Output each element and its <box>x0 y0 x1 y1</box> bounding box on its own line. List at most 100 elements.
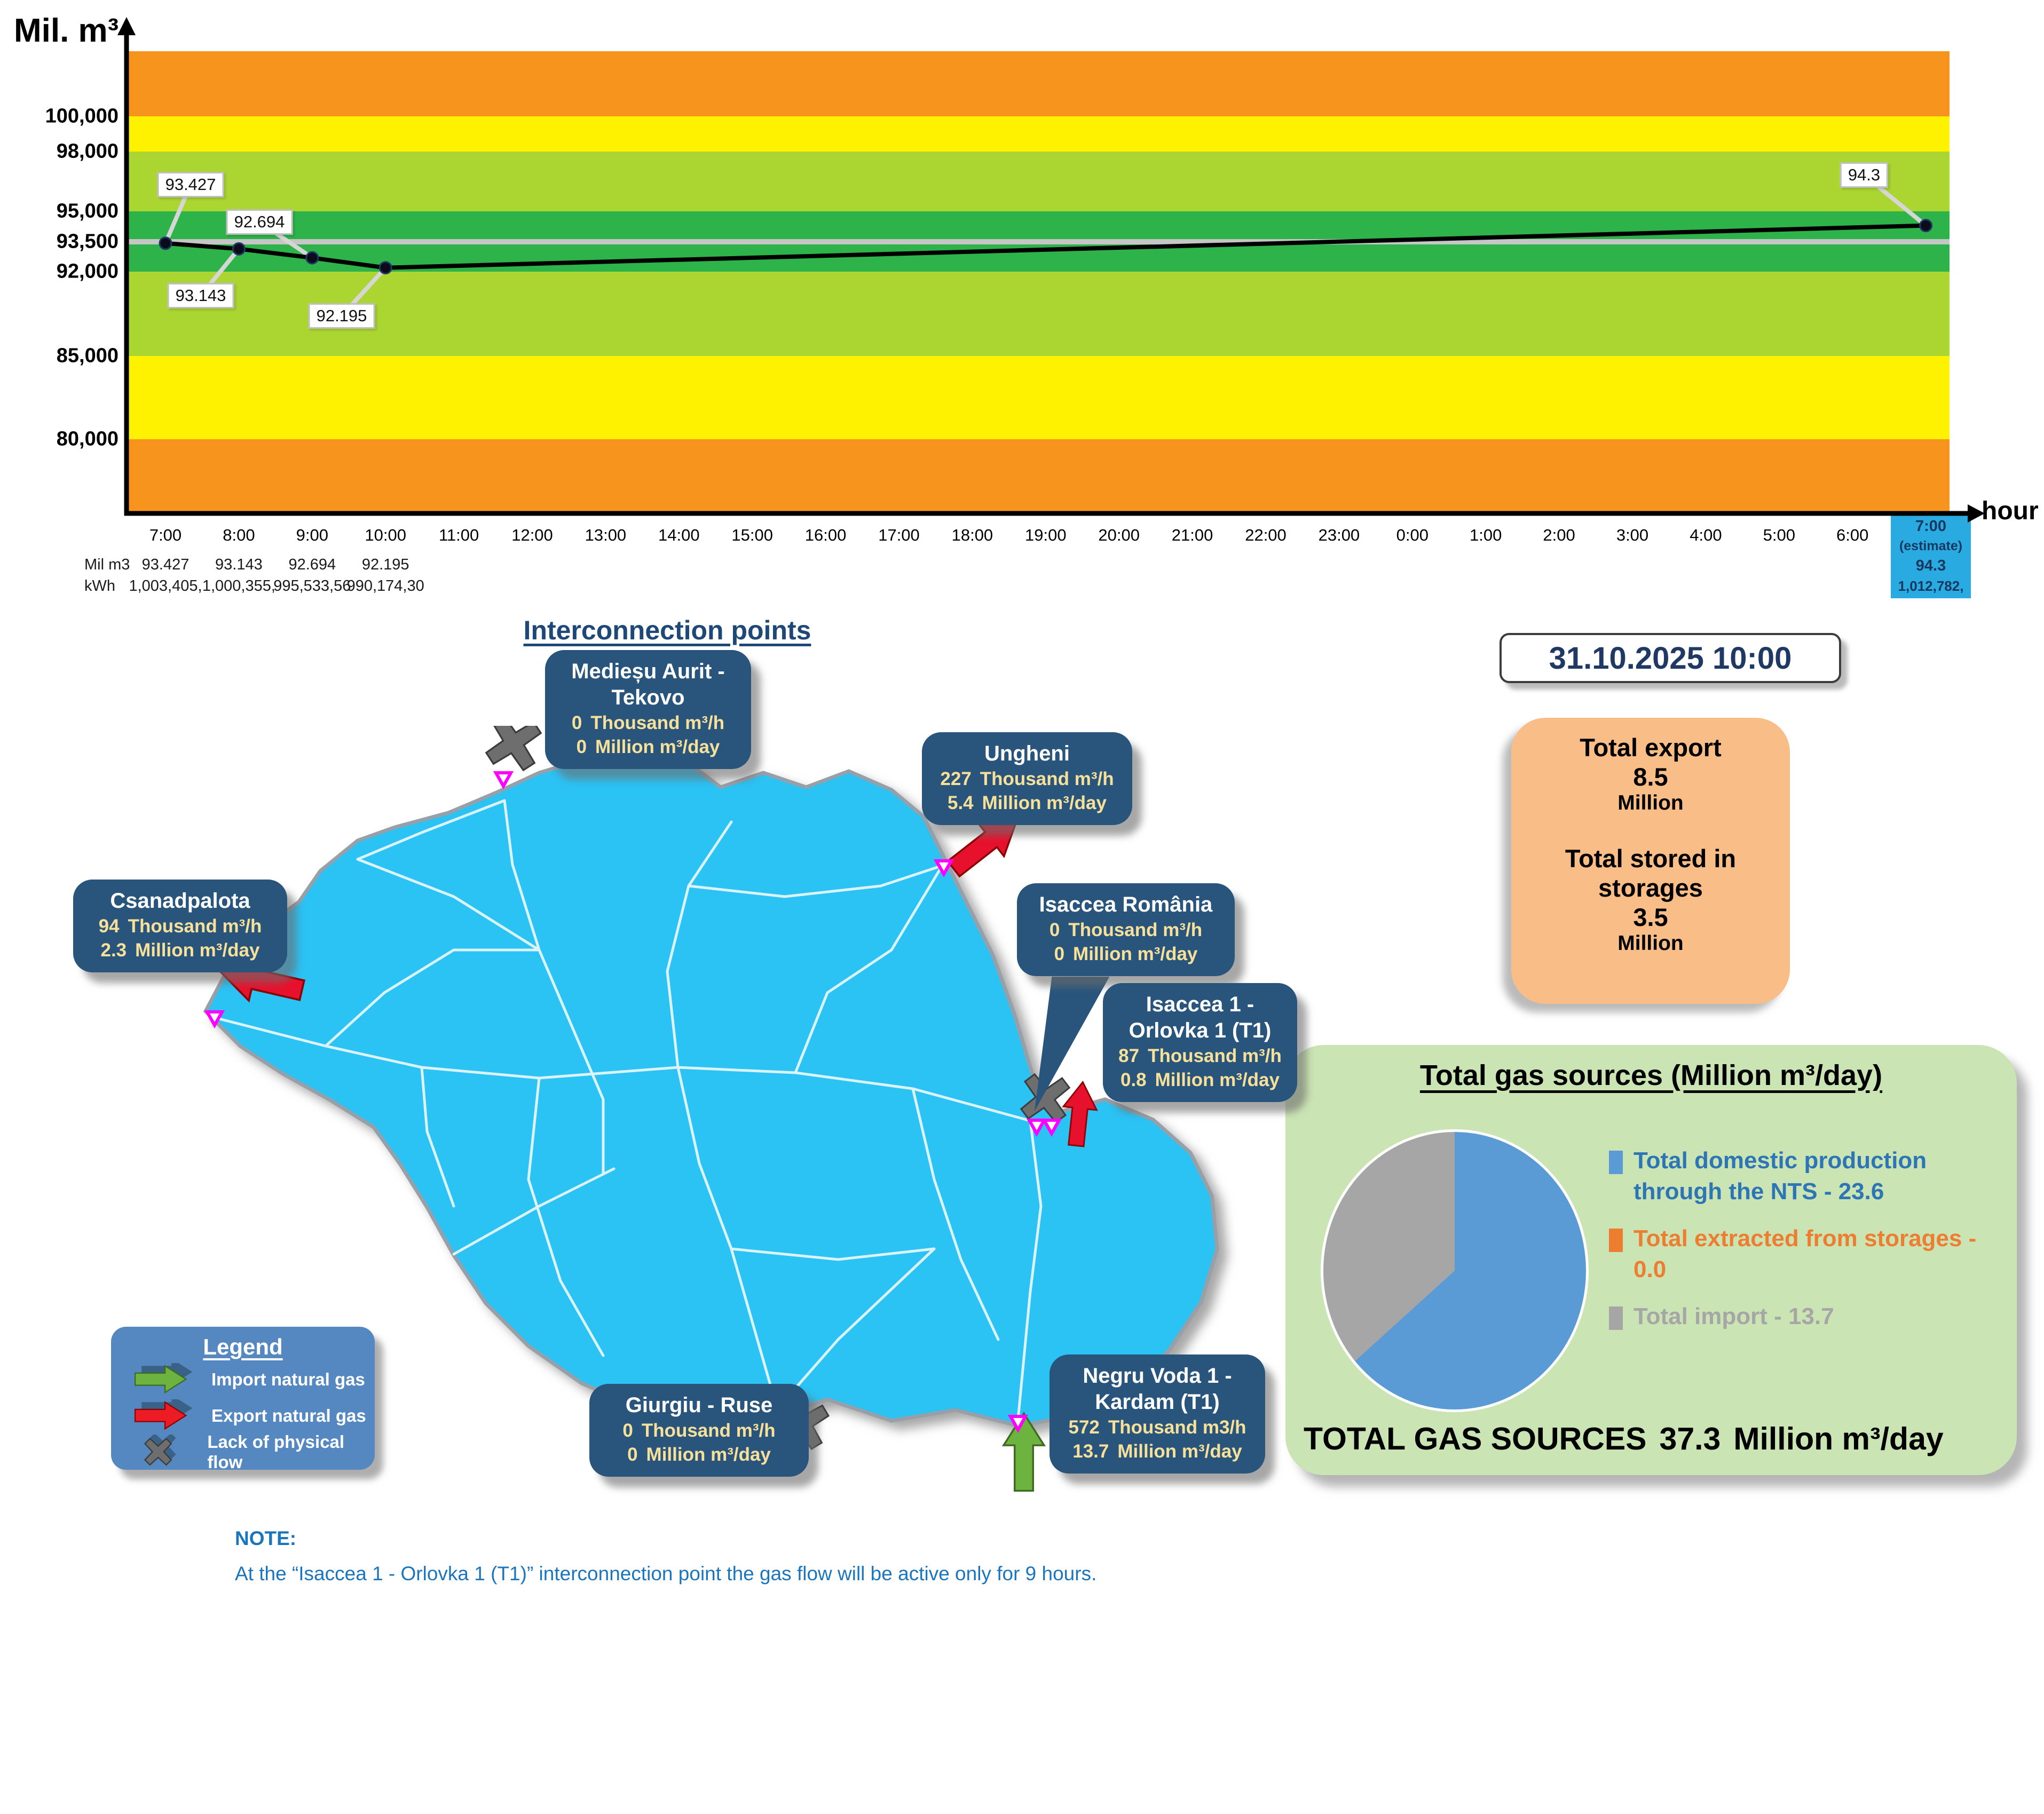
estimate-hour: 7:00 <box>1915 518 1947 535</box>
x-axis-tick: 11:00 <box>438 526 479 544</box>
gas-legend-text: Total import - 13.7 <box>1633 1303 1834 1330</box>
table-value-milm3: 93.143 <box>215 556 263 573</box>
callout-ungheni: Ungheni 227 Thousand m³/h 5.4 Million m³/d… <box>922 732 1132 825</box>
data-point-label: 93.143 <box>167 283 234 308</box>
x-axis-tick: 17:00 <box>878 526 920 544</box>
table-value-kwh: 990,174,30 <box>346 577 424 595</box>
target-line <box>127 239 1950 244</box>
note-heading: NOTE: <box>235 1527 297 1549</box>
gas-legend-item: Total domestic production through the NT… <box>1609 1145 2008 1207</box>
x-axis-tick: 5:00 <box>1763 526 1795 544</box>
datetime-box: 31.10.2025 10:00 <box>1500 633 1841 683</box>
x-axis-tick: 15:00 <box>731 526 773 544</box>
x-axis-tick: 18:00 <box>951 526 993 544</box>
legend-swatch-icon <box>1609 1151 1623 1174</box>
chart-band <box>127 116 1950 152</box>
table-value-milm3: 92.694 <box>288 556 336 573</box>
gas-legend-item: Total extracted from storages - 0.0 <box>1609 1223 2008 1285</box>
legend-export-label: Export natural gas <box>211 1406 366 1425</box>
gas-total-unit: Million m³/day <box>1733 1421 1944 1456</box>
import-arrow-icon <box>134 1363 193 1394</box>
gas-legend-text: Total domestic production through the NT… <box>1633 1147 1927 1205</box>
y-axis-label: 100,000 <box>45 105 119 128</box>
romania-map <box>198 712 1297 1492</box>
no-flow-icon-mediesu <box>483 712 544 773</box>
x-axis-tick: 14:00 <box>658 526 700 544</box>
point-name: Medieșu Aurit - Tekovo <box>571 660 725 709</box>
data-point-label: 92.694 <box>226 209 293 235</box>
table-value-kwh: 995,533,56 <box>273 577 351 595</box>
no-flow-icon <box>144 1435 176 1466</box>
data-point-label: 93.427 <box>157 172 224 197</box>
x-axis-tick: 8:00 <box>223 526 255 544</box>
romania-outline <box>203 748 1219 1428</box>
x-axis-tick: 9:00 <box>296 526 328 544</box>
x-axis-tick: 16:00 <box>804 526 847 544</box>
y-axis-label: 85,000 <box>56 344 119 367</box>
map-title: Interconnection points <box>523 615 811 645</box>
x-axis-tick: 12:00 <box>511 526 553 544</box>
y-axis-title: Mil. m³ <box>14 12 119 49</box>
point-name: Isaccea 1 - Orlovka 1 (T1) <box>1128 993 1272 1042</box>
callout-negru-voda: Negru Voda 1 - Kardam (T1) 572 Thousand m… <box>1049 1354 1265 1474</box>
total-export-unit: Million <box>1617 791 1684 814</box>
point-name: Giurgiu - Ruse <box>625 1393 773 1417</box>
x-axis-tick: 22:00 <box>1245 526 1287 544</box>
y-axis-label: 98,000 <box>56 140 119 163</box>
legend-noflow-label: Lack of physical flow <box>207 1432 345 1472</box>
callout-giurgiu-ruse: Giurgiu - Ruse 0 Thousand m³/h 0 Million m… <box>589 1384 809 1477</box>
gas-sources-panel: Total gas sources (Million m³/day) Total… <box>1285 1045 2017 1475</box>
legend-swatch-icon <box>1609 1229 1623 1253</box>
total-stored-unit: Million <box>1617 932 1684 955</box>
x-axis-tick: 4:00 <box>1690 526 1722 544</box>
x-axis-tick: 21:00 <box>1171 526 1213 544</box>
y-axis-label: 95,000 <box>56 200 119 223</box>
table-row1-label: Mil m3 <box>84 556 130 573</box>
x-axis-tick: 20:00 <box>1098 526 1140 544</box>
flow-chart: Mil. m³ hour Mil m3 kWh 7:00 (estimate) … <box>0 0 2044 614</box>
x-axis-tick: 0:00 <box>1396 526 1429 544</box>
chart-band <box>127 439 1950 512</box>
data-point-label: 92.195 <box>308 303 375 329</box>
totals-box: Total export 8.5 Million Total stored in… <box>1511 718 1790 1004</box>
table-value-kwh: 1,000,355, <box>202 577 275 595</box>
export-arrow-icon <box>134 1399 193 1430</box>
x-axis-tick: 6:00 <box>1836 526 1869 544</box>
estimate-kwh: 1,012,782, <box>1898 578 1964 594</box>
total-stored-label: Total stored in storages <box>1565 844 1737 902</box>
callout-isaccea-romania: Isaccea România 0 Thousand m³/h 0 Million … <box>1017 883 1235 976</box>
total-export-label: Total export <box>1580 733 1722 762</box>
gas-legend-item: Total import - 13.7 <box>1609 1301 2008 1332</box>
gas-sources-title: Total gas sources (Million m³/day) <box>1419 1059 1883 1091</box>
gas-total-label: TOTAL GAS SOURCES <box>1304 1421 1647 1456</box>
y-axis-label: 92,000 <box>56 260 119 283</box>
x-axis-tick: 1:00 <box>1470 526 1502 544</box>
total-stored-value: 3.5 <box>1633 903 1668 931</box>
x-axis-tick: 23:00 <box>1318 526 1360 544</box>
table-value-kwh: 1,003,405, <box>129 577 202 595</box>
legend-import-label: Import natural gas <box>211 1369 365 1389</box>
map-legend: Legend Import natural gas Export natural… <box>111 1327 375 1472</box>
estimate-value: 94.3 <box>1915 557 1946 574</box>
legend-swatch-icon <box>1609 1306 1623 1330</box>
x-axis-tick: 19:00 <box>1025 526 1067 544</box>
point-name: Negru Voda 1 - Kardam (T1) <box>1083 1364 1232 1414</box>
x-axis-tick: 3:00 <box>1616 526 1649 544</box>
chart-band <box>127 272 1950 356</box>
x-axis-tick: 2:00 <box>1543 526 1575 544</box>
estimate-note: (estimate) <box>1899 538 1963 553</box>
gas-sources-pie-chart <box>1321 1129 1589 1412</box>
gas-legend-text: Total extracted from storages - 0.0 <box>1633 1225 1977 1283</box>
table-value-milm3: 92.195 <box>361 556 409 573</box>
y-axis-label: 80,000 <box>56 427 119 450</box>
chart-band <box>127 356 1950 439</box>
chart-band <box>127 152 1950 211</box>
gas-total-value: 37.3 <box>1659 1421 1721 1456</box>
point-name: Isaccea România <box>1039 893 1213 916</box>
point-name: Ungheni <box>984 742 1070 765</box>
x-axis-tick: 13:00 <box>585 526 627 544</box>
x-axis-tick: 7:00 <box>149 526 182 544</box>
callout-csanadpalota: Csanadpalota 94 Thousand m³/h 2.3 Million … <box>73 880 287 972</box>
chart-band <box>127 51 1950 116</box>
